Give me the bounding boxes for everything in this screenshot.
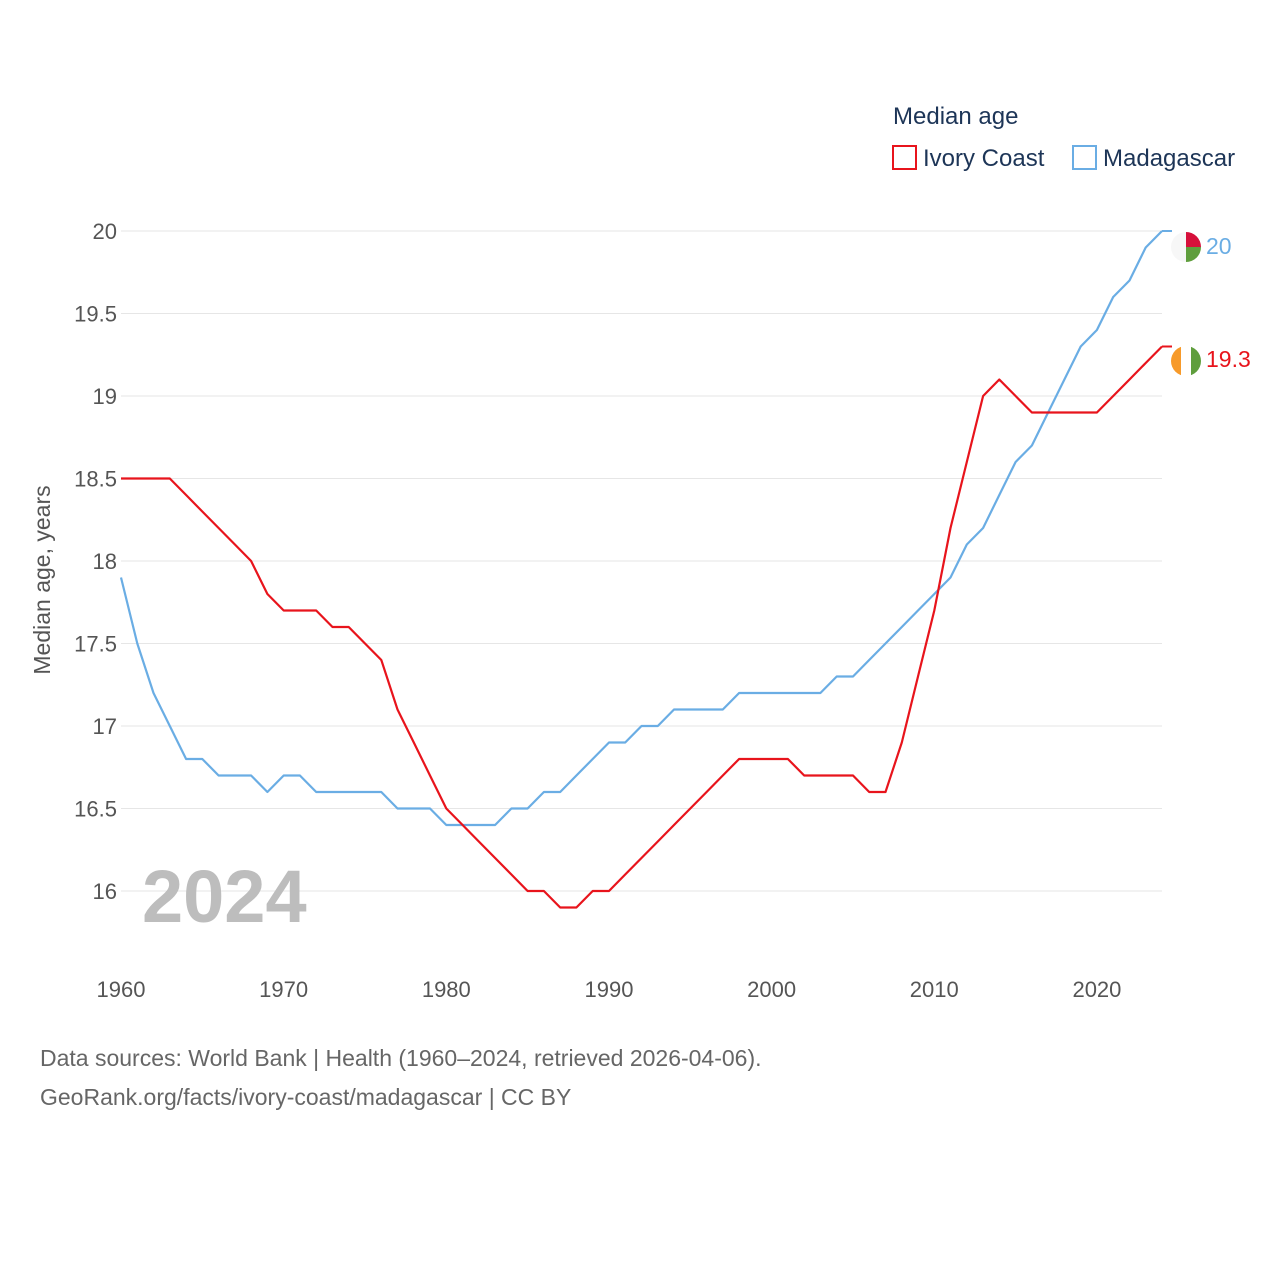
y-axis-ticks: 16 16.5 17 17.5 18 18.5 19 19.5 20 bbox=[74, 219, 117, 904]
x-axis-ticks: 1960 1970 1980 1990 2000 2010 2020 bbox=[97, 977, 1122, 1002]
series-line-ivory-coast[interactable] bbox=[121, 345, 1163, 909]
legend-item-ivory-coast[interactable]: Ivory Coast bbox=[892, 145, 1045, 172]
year-watermark: 2024 bbox=[142, 855, 307, 938]
x-tick-label: 2010 bbox=[910, 977, 959, 1002]
end-label-madagascar: 20 bbox=[1206, 233, 1232, 259]
y-tick-label: 19 bbox=[93, 384, 117, 409]
x-tick-label: 2020 bbox=[1072, 977, 1121, 1002]
y-axis-title: Median age, years bbox=[29, 485, 55, 674]
y-tick-label: 19.5 bbox=[74, 302, 117, 327]
legend-label-madagascar: Madagascar bbox=[1103, 145, 1235, 172]
legend-item-madagascar[interactable]: Madagascar bbox=[1072, 145, 1235, 172]
footer-sources: Data sources: World Bank | Health (1960–… bbox=[40, 1045, 762, 1071]
ivory-coast-flag-icon bbox=[1171, 346, 1201, 376]
y-tick-label: 16.5 bbox=[74, 797, 117, 822]
legend: Median age Ivory Coast Madagascar bbox=[892, 103, 1235, 172]
end-label-ivory-coast: 19.3 bbox=[1206, 346, 1251, 372]
x-tick-label: 1970 bbox=[259, 977, 308, 1002]
footer-attribution[interactable]: GeoRank.org/facts/ivory-coast/madagascar… bbox=[40, 1084, 572, 1110]
legend-swatch-madagascar bbox=[1072, 145, 1097, 170]
legend-title: Median age bbox=[893, 103, 1018, 130]
y-tick-label: 17 bbox=[93, 714, 117, 739]
series-lines bbox=[119, 230, 1172, 909]
y-tick-label: 18 bbox=[93, 549, 117, 574]
y-tick-label: 16 bbox=[93, 879, 117, 904]
x-tick-label: 1990 bbox=[584, 977, 633, 1002]
x-tick-label: 1980 bbox=[422, 977, 471, 1002]
x-tick-label: 2000 bbox=[747, 977, 796, 1002]
y-tick-label: 18.5 bbox=[74, 467, 117, 492]
series-line-madagascar[interactable] bbox=[119, 230, 1163, 827]
legend-label-ivory-coast: Ivory Coast bbox=[923, 145, 1045, 172]
y-tick-label: 20 bbox=[93, 219, 117, 244]
x-tick-label: 1960 bbox=[97, 977, 146, 1002]
grid-lines bbox=[121, 230, 1162, 892]
y-tick-label: 17.5 bbox=[74, 632, 117, 657]
legend-swatch-ivory-coast bbox=[892, 145, 917, 170]
madagascar-flag-icon bbox=[1171, 232, 1201, 262]
